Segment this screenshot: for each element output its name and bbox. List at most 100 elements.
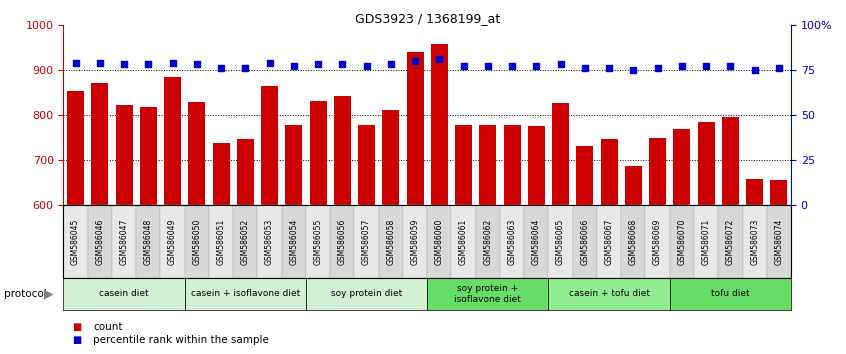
Bar xyxy=(382,110,399,354)
Point xyxy=(336,62,349,67)
Text: GSM586051: GSM586051 xyxy=(217,218,226,265)
Text: ■: ■ xyxy=(72,335,81,345)
Point xyxy=(287,63,300,69)
Point xyxy=(69,60,82,65)
Text: GSM586052: GSM586052 xyxy=(241,218,250,265)
Bar xyxy=(771,181,788,354)
Point xyxy=(214,65,228,71)
Text: GSM586064: GSM586064 xyxy=(532,218,541,265)
Text: GSM586055: GSM586055 xyxy=(314,218,322,265)
Point xyxy=(772,65,786,71)
Text: GSM586054: GSM586054 xyxy=(289,218,299,265)
Bar xyxy=(528,126,545,354)
Point xyxy=(457,63,470,69)
Point xyxy=(651,65,664,71)
Text: GSM586073: GSM586073 xyxy=(750,218,759,265)
Bar xyxy=(189,102,206,354)
Point xyxy=(578,65,591,71)
Point xyxy=(311,62,325,67)
Text: GSM586058: GSM586058 xyxy=(387,218,395,265)
Point xyxy=(263,60,277,65)
Text: GSM586063: GSM586063 xyxy=(508,218,517,265)
Bar xyxy=(237,138,254,354)
Bar xyxy=(455,125,472,354)
Bar xyxy=(503,125,520,354)
Text: protocol: protocol xyxy=(4,289,47,299)
Point xyxy=(409,58,422,64)
Point xyxy=(481,63,495,69)
Text: GSM586065: GSM586065 xyxy=(556,218,565,265)
Text: GSM586060: GSM586060 xyxy=(435,218,444,265)
Text: GSM586067: GSM586067 xyxy=(605,218,613,265)
Text: count: count xyxy=(93,322,123,332)
Point xyxy=(239,65,252,71)
Bar xyxy=(212,143,229,354)
Text: GSM586071: GSM586071 xyxy=(701,218,711,265)
Bar xyxy=(480,125,497,354)
Text: soy protein +
isoflavone diet: soy protein + isoflavone diet xyxy=(454,284,521,303)
Text: GSM586070: GSM586070 xyxy=(678,218,686,265)
Bar xyxy=(407,52,424,354)
Bar xyxy=(698,122,715,354)
Point xyxy=(675,63,689,69)
Text: GSM586047: GSM586047 xyxy=(119,218,129,265)
Bar xyxy=(576,146,593,354)
Text: GSM586062: GSM586062 xyxy=(483,218,492,265)
Bar xyxy=(261,86,278,354)
Text: GSM586056: GSM586056 xyxy=(338,218,347,265)
Point xyxy=(505,63,519,69)
Bar xyxy=(625,166,642,354)
Text: GSM586059: GSM586059 xyxy=(410,218,420,265)
Text: GSM586068: GSM586068 xyxy=(629,218,638,265)
Text: percentile rank within the sample: percentile rank within the sample xyxy=(93,335,269,345)
Bar xyxy=(164,77,181,354)
Bar xyxy=(431,44,448,354)
Point xyxy=(384,62,398,67)
Point xyxy=(723,63,737,69)
Point xyxy=(530,63,543,69)
Point xyxy=(93,60,107,65)
Text: GSM586069: GSM586069 xyxy=(653,218,662,265)
Point xyxy=(432,56,446,62)
Text: GSM586049: GSM586049 xyxy=(168,218,177,265)
Text: casein + isoflavone diet: casein + isoflavone diet xyxy=(190,289,300,298)
Point xyxy=(118,62,131,67)
Text: GSM586072: GSM586072 xyxy=(726,218,735,265)
Text: casein diet: casein diet xyxy=(99,289,149,298)
Text: GSM586057: GSM586057 xyxy=(362,218,371,265)
Point xyxy=(190,62,204,67)
Point xyxy=(166,60,179,65)
Point xyxy=(602,65,616,71)
Point xyxy=(554,62,568,67)
Text: soy protein diet: soy protein diet xyxy=(331,289,402,298)
Point xyxy=(627,67,640,73)
Text: GSM586045: GSM586045 xyxy=(71,218,80,265)
Bar xyxy=(722,117,739,354)
Text: GSM586046: GSM586046 xyxy=(96,218,104,265)
Point xyxy=(360,63,373,69)
Bar xyxy=(140,107,157,354)
Point xyxy=(141,62,155,67)
Text: casein + tofu diet: casein + tofu diet xyxy=(569,289,650,298)
Text: GDS3923 / 1368199_at: GDS3923 / 1368199_at xyxy=(354,12,500,25)
Text: GSM586066: GSM586066 xyxy=(580,218,590,265)
Bar xyxy=(285,125,302,354)
Bar xyxy=(673,130,690,354)
Text: GSM586048: GSM586048 xyxy=(144,218,153,265)
Bar xyxy=(334,96,351,354)
Text: tofu diet: tofu diet xyxy=(711,289,750,298)
Text: GSM586074: GSM586074 xyxy=(774,218,783,265)
Text: GSM586053: GSM586053 xyxy=(265,218,274,265)
Bar xyxy=(552,103,569,354)
Bar xyxy=(310,101,327,354)
Bar xyxy=(649,138,666,354)
Text: ■: ■ xyxy=(72,322,81,332)
Bar xyxy=(116,105,133,354)
Bar xyxy=(601,139,618,354)
Text: GSM586050: GSM586050 xyxy=(192,218,201,265)
Point xyxy=(700,63,713,69)
Text: ▶: ▶ xyxy=(44,287,54,300)
Bar xyxy=(91,82,108,354)
Bar xyxy=(358,125,375,354)
Bar xyxy=(67,91,84,354)
